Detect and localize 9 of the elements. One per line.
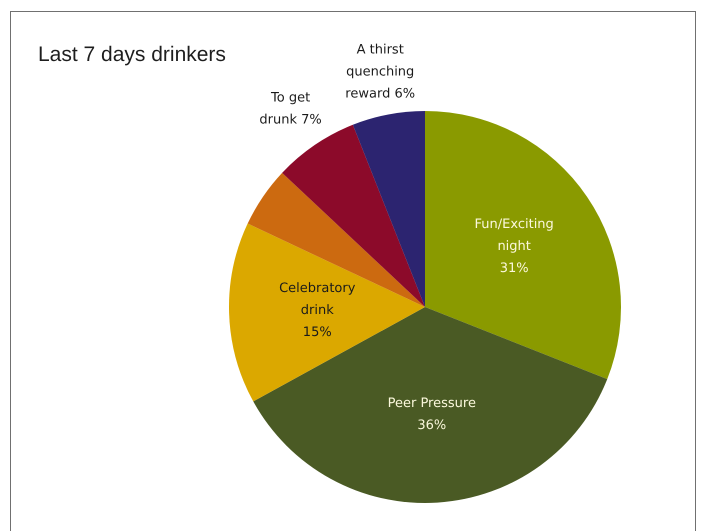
data-label: 31% [500, 260, 529, 276]
slice-label: Peer Pressure [388, 396, 476, 411]
slice-label: To get drunk 7% [259, 90, 322, 128]
slice-label: Celebratory drink [279, 280, 356, 318]
slice-label: Fun/Exciting night [474, 216, 554, 254]
data-label: 15% [302, 324, 332, 340]
chart-title: Last 7 days drinkers [38, 43, 226, 66]
slice-label: A thirst quenching reward 6% [345, 42, 416, 102]
data-label: 36% [417, 418, 446, 433]
